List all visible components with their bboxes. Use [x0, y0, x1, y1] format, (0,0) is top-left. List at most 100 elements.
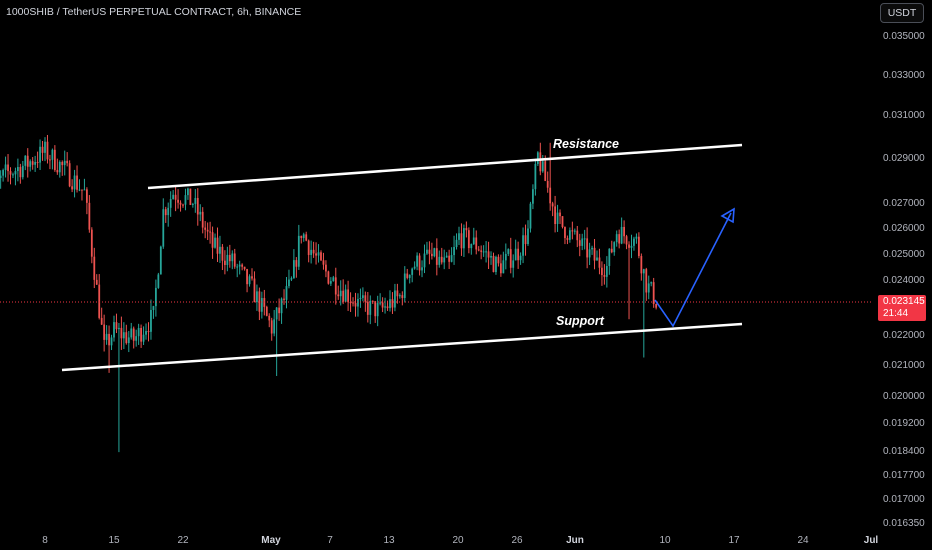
y-axis[interactable]: 0.035000 0.033000 0.031000 0.029000 0.02… [883, 31, 925, 529]
candle-body [292, 260, 295, 279]
candle-body [413, 266, 416, 269]
candle-body [495, 256, 497, 273]
candle-body [34, 162, 37, 165]
candle-body [633, 238, 635, 246]
candle-body [477, 249, 480, 251]
candle-body [337, 294, 340, 297]
candle-body [608, 248, 611, 267]
candle-body [445, 255, 448, 258]
candle-body [265, 306, 268, 316]
candle-body [652, 282, 655, 305]
candle-body [443, 257, 446, 263]
currency-button[interactable]: USDT [880, 3, 924, 23]
candle-body [554, 206, 556, 225]
candle-body [300, 235, 303, 239]
candle-body [204, 227, 207, 230]
candle-body [536, 152, 539, 164]
candle-body [403, 273, 406, 298]
candle-body [7, 164, 9, 172]
candle-body [2, 169, 5, 176]
candle-body [448, 255, 451, 262]
candle-body [120, 327, 123, 339]
candle-body [591, 247, 593, 250]
y-tick-label: 0.024000 [883, 275, 925, 286]
candle-body [450, 255, 453, 262]
x-tick-label: 8 [42, 535, 48, 546]
candle-body [325, 264, 327, 272]
candle-body [310, 249, 313, 255]
candle-body [354, 302, 357, 307]
candle-body [416, 255, 419, 267]
candle-body [44, 141, 46, 153]
candle-body [307, 240, 310, 255]
candle-body [453, 247, 455, 256]
candle-body [108, 333, 110, 346]
candle-body [551, 203, 554, 207]
x-tick-label: 20 [452, 535, 464, 546]
candle-body [130, 328, 133, 338]
candle-body [189, 188, 192, 205]
candle-body [640, 256, 643, 274]
candle-body [174, 194, 177, 200]
candle-body [472, 237, 475, 245]
candle-body [275, 307, 278, 320]
candle-body [53, 149, 56, 171]
candle-body [458, 233, 460, 240]
candle-body [613, 242, 616, 253]
candle-body [364, 295, 367, 302]
candle-body [401, 295, 404, 298]
candle-body [81, 189, 83, 191]
y-tick-label: 0.022000 [883, 330, 925, 341]
y-tick-label: 0.029000 [883, 153, 925, 164]
support-line[interactable] [61, 322, 743, 372]
candle-body [280, 298, 283, 314]
candle-body [21, 165, 24, 178]
candle-body [334, 277, 337, 295]
candle-body [539, 152, 542, 172]
candle-body [529, 203, 532, 229]
candle-body [509, 249, 512, 268]
candle-body [352, 302, 354, 304]
candle-body [605, 266, 608, 277]
candle-body [465, 228, 468, 231]
candle-body [164, 209, 167, 216]
x-axis[interactable]: 8 15 22 May 7 13 20 26 Jun 10 17 24 Jul [42, 535, 878, 546]
candle-body [440, 256, 443, 263]
candle-body [342, 290, 345, 302]
candle-body [502, 260, 505, 274]
candle-body [630, 245, 633, 248]
x-tick-label: Jun [566, 535, 584, 546]
candle-body [88, 202, 91, 230]
candle-body [647, 283, 650, 293]
candle-body [586, 238, 589, 258]
candle-body [118, 327, 120, 330]
candle-body [497, 256, 500, 264]
candle-body [504, 253, 507, 261]
candle-body [376, 303, 379, 317]
candle-body [251, 276, 253, 279]
candle-body [209, 231, 212, 233]
candle-body [527, 228, 529, 245]
candle-body [26, 155, 29, 167]
candle-body [105, 333, 108, 340]
candle-body [406, 273, 409, 278]
x-tick-label: 13 [383, 535, 395, 546]
candle-body [642, 269, 645, 274]
candle-body [159, 246, 162, 275]
resistance-line[interactable] [147, 143, 743, 190]
candle-body [556, 212, 559, 225]
candle-body [95, 279, 98, 285]
candle-body [371, 300, 374, 302]
candle-body [283, 298, 285, 300]
y-tick-label: 0.025000 [883, 249, 925, 260]
projection-path[interactable] [654, 212, 732, 328]
candle-body [201, 211, 204, 228]
candle-body [76, 175, 78, 190]
candle-body [290, 278, 293, 280]
candle-body [285, 286, 288, 300]
candle-body [46, 141, 49, 160]
candle-body [433, 248, 436, 257]
candle-body [482, 251, 485, 253]
candle-body [514, 248, 517, 261]
